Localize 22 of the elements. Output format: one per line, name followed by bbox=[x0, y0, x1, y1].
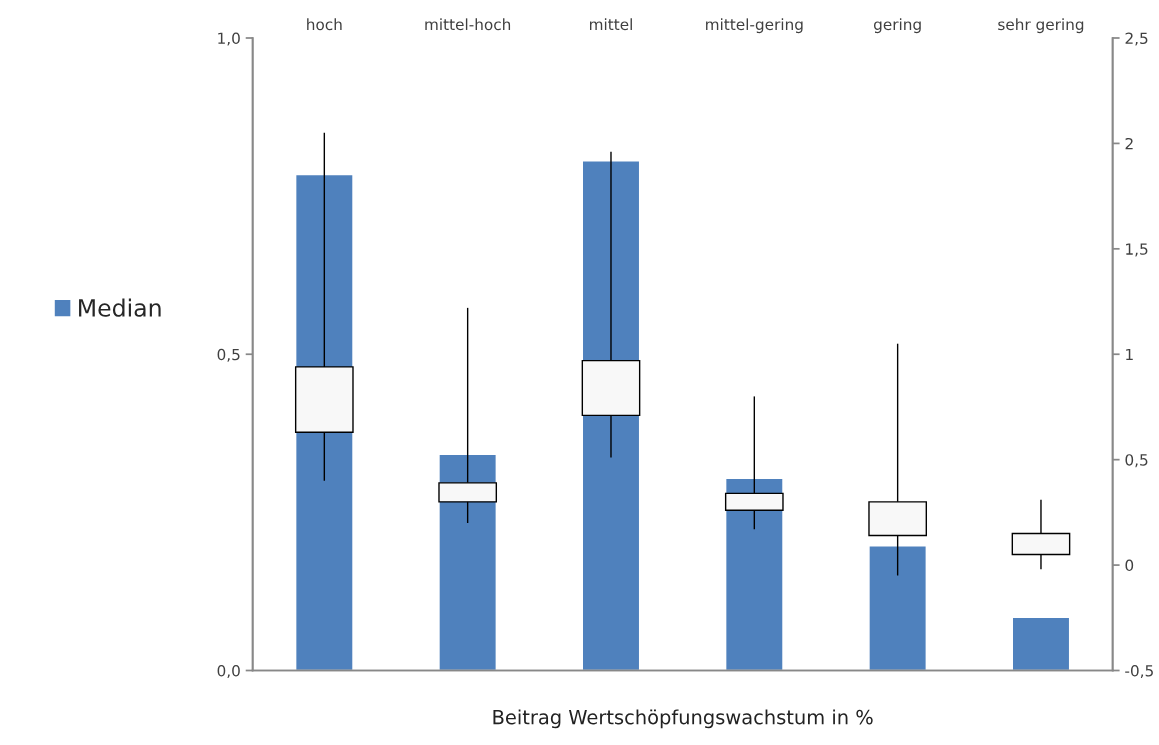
y2-tick-label: -0,5 bbox=[1125, 664, 1153, 679]
y-tick-label: 0,5 bbox=[217, 348, 240, 362]
x-tick-label: mittel bbox=[590, 18, 632, 31]
bar bbox=[438, 453, 498, 671]
legend-label: Median bbox=[79, 298, 161, 317]
x-tick-label: hoch bbox=[307, 18, 342, 31]
y2-tick-label: 2,5 bbox=[1125, 32, 1148, 46]
x-axis-title: Beitrag Wertschöpfungswachstum in % bbox=[493, 709, 873, 729]
y2-tick-label: 0,5 bbox=[1125, 454, 1148, 468]
y2-tick-label: 1 bbox=[1126, 348, 1133, 361]
bar bbox=[868, 545, 928, 671]
bar bbox=[724, 477, 784, 671]
x-tick-label: gering bbox=[873, 18, 921, 34]
y2-tick-label: 0 bbox=[1125, 559, 1134, 572]
bar bbox=[1011, 616, 1071, 671]
y-tick-label: 0,0 bbox=[217, 664, 240, 679]
y-tick-label: 1,0 bbox=[218, 32, 240, 46]
y2-tick-label: 1,5 bbox=[1126, 243, 1148, 257]
x-tick-label: mittel-gering bbox=[706, 18, 803, 34]
x-tick-label: mittel-hoch bbox=[425, 18, 511, 31]
x-tick-label: sehr gering bbox=[998, 18, 1084, 34]
y2-tick-label: 2 bbox=[1125, 137, 1133, 150]
